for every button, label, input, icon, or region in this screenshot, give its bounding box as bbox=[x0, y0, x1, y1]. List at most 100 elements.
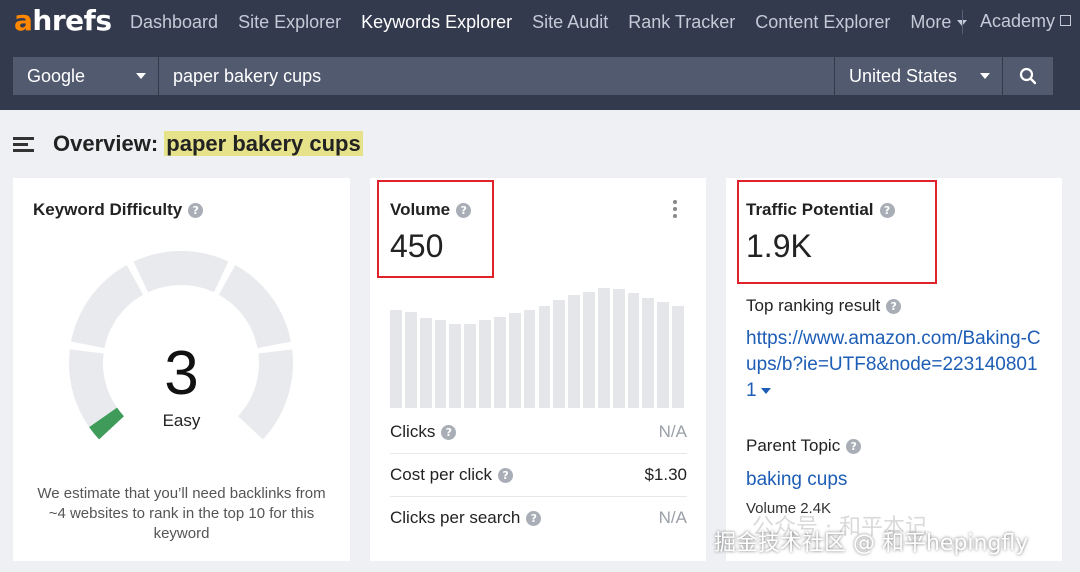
search-bar: Google United States bbox=[0, 44, 1080, 110]
volume-trend-bar bbox=[597, 288, 610, 408]
gauge-segment bbox=[133, 251, 229, 293]
cpc-value: $1.30 bbox=[644, 465, 687, 484]
annotation-box bbox=[737, 180, 937, 284]
gauge-segment bbox=[71, 265, 144, 349]
top-ranking-text: Top ranking result bbox=[746, 296, 881, 315]
gauge-fill bbox=[89, 407, 124, 440]
nav-item-academy[interactable]: Academy bbox=[980, 11, 1072, 32]
volume-trend-bar bbox=[419, 318, 432, 408]
clicks-value: N/A bbox=[658, 422, 687, 441]
traffic-potential-card: Traffic Potential? 1.9K Top ranking resu… bbox=[726, 178, 1062, 561]
help-icon[interactable]: ? bbox=[188, 203, 204, 218]
nav-divider bbox=[962, 10, 963, 34]
chevron-down-icon[interactable] bbox=[760, 387, 771, 394]
keyword-difficulty-value: 3 bbox=[164, 339, 199, 408]
backlinks-estimate-note: We estimate that you’ll need backlinks f… bbox=[37, 485, 326, 542]
more-options-icon[interactable] bbox=[673, 200, 677, 221]
volume-trend-bar bbox=[390, 309, 402, 408]
metric-label: Clicks? bbox=[390, 422, 457, 442]
page-title: Overview: paper bakery cups bbox=[53, 131, 363, 157]
help-icon[interactable]: ? bbox=[498, 468, 514, 483]
keyword-search-input[interactable] bbox=[159, 57, 834, 95]
ahrefs-logo[interactable]: ahrefs bbox=[14, 4, 112, 37]
nav-item-dashboard[interactable]: Dashboard bbox=[130, 11, 219, 32]
nav-items: Dashboard Site Explorer Keywords Explore… bbox=[130, 0, 987, 44]
volume-trend-bar bbox=[523, 309, 536, 408]
cpc-label: Cost per click bbox=[390, 465, 493, 484]
top-ranking-url: https://www.amazon.com/Baking-Cups/b?ie=… bbox=[746, 328, 1041, 401]
metric-clicks: Clicks? N/A bbox=[390, 410, 687, 453]
metric-clicks-per-search: Clicks per search? N/A bbox=[390, 496, 687, 539]
search-engine-select[interactable]: Google bbox=[13, 57, 158, 95]
metric-label: Cost per click? bbox=[390, 465, 514, 485]
volume-trend-bar bbox=[553, 300, 566, 408]
keyword-difficulty-title: Keyword Difficulty? bbox=[33, 200, 204, 220]
volume-trend-bar bbox=[538, 306, 551, 408]
clicks-label: Clicks bbox=[390, 422, 436, 441]
volume-trend-bar bbox=[404, 312, 417, 408]
volume-trend-bar bbox=[434, 320, 447, 408]
search-icon bbox=[1019, 67, 1037, 85]
nav-item-more[interactable]: More bbox=[910, 12, 968, 33]
chevron-down-icon bbox=[980, 73, 990, 79]
metric-label: Clicks per search? bbox=[390, 508, 542, 528]
volume-title: Volume? bbox=[390, 200, 472, 220]
annotation-box bbox=[377, 180, 494, 278]
volume-trend-chart bbox=[390, 288, 687, 408]
help-icon[interactable]: ? bbox=[441, 425, 457, 440]
search-button[interactable] bbox=[1003, 57, 1053, 95]
external-link-icon bbox=[1060, 15, 1072, 26]
volume-trend-bar bbox=[627, 292, 640, 408]
parent-topic-link[interactable]: baking cups bbox=[746, 469, 848, 490]
keyword-difficulty-label: Keyword Difficulty bbox=[33, 200, 183, 219]
difficulty-gauge bbox=[69, 251, 293, 440]
metric-cost-per-click: Cost per click? $1.30 bbox=[390, 453, 687, 496]
chevron-down-icon bbox=[136, 73, 146, 79]
country-select[interactable]: United States bbox=[835, 57, 1002, 95]
search-engine-value: Google bbox=[27, 66, 86, 86]
help-icon[interactable]: ? bbox=[456, 203, 472, 218]
volume-trend-bar bbox=[583, 291, 595, 408]
traffic-potential-value: 1.9K bbox=[746, 228, 812, 264]
top-ranking-url-link[interactable]: https://www.amazon.com/Baking-Cups/b?ie=… bbox=[746, 326, 1046, 404]
divider bbox=[390, 496, 687, 497]
academy-label: Academy bbox=[980, 11, 1056, 31]
keyword-difficulty-card: Keyword Difficulty? 3 Easy We estimate t… bbox=[13, 178, 350, 561]
volume-trend-bar bbox=[479, 320, 491, 408]
volume-card: Volume? 450 Clicks? N/A Cost per click? … bbox=[370, 178, 706, 561]
parent-topic-text: Parent Topic bbox=[746, 436, 841, 455]
volume-trend-bar bbox=[568, 295, 581, 408]
volume-label: Volume bbox=[390, 200, 451, 219]
nav-item-site-explorer[interactable]: Site Explorer bbox=[238, 11, 342, 32]
clicks-per-search-value: N/A bbox=[658, 508, 687, 527]
gauge-segment bbox=[218, 265, 291, 349]
help-icon[interactable]: ? bbox=[886, 299, 902, 314]
parent-topic-volume: Volume 2.4K bbox=[746, 500, 832, 517]
menu-icon[interactable] bbox=[13, 137, 34, 153]
help-icon[interactable]: ? bbox=[526, 511, 542, 526]
volume-trend-bar bbox=[493, 316, 506, 408]
nav-item-rank-tracker[interactable]: Rank Tracker bbox=[628, 11, 736, 32]
volume-trend-bar bbox=[449, 324, 462, 408]
traffic-potential-label: Traffic Potential bbox=[746, 200, 874, 219]
wechat-watermark: 公众号 · 和平本记 bbox=[752, 515, 927, 540]
top-navigation: ahrefs Dashboard Site Explorer Keywords … bbox=[0, 0, 1080, 44]
help-icon[interactable]: ? bbox=[879, 203, 895, 218]
volume-trend-bar bbox=[464, 324, 477, 408]
volume-trend-bar bbox=[657, 302, 670, 408]
volume-value: 450 bbox=[390, 228, 444, 264]
top-ranking-label: Top ranking result? bbox=[746, 296, 902, 316]
nav-item-content-explorer[interactable]: Content Explorer bbox=[755, 11, 891, 32]
page-title-keyword: paper bakery cups bbox=[164, 131, 363, 156]
divider bbox=[390, 453, 687, 454]
volume-trend-bar bbox=[642, 297, 655, 408]
watermark-text: 掘金技术社区 @ 和平hepingfly bbox=[714, 531, 1029, 556]
traffic-potential-title: Traffic Potential? bbox=[746, 200, 895, 220]
country-value: United States bbox=[849, 66, 958, 86]
volume-trend-bar bbox=[612, 289, 625, 408]
help-icon[interactable]: ? bbox=[846, 439, 862, 454]
nav-item-site-audit[interactable]: Site Audit bbox=[532, 11, 609, 32]
gauge-segment bbox=[238, 349, 293, 440]
nav-item-keywords-explorer[interactable]: Keywords Explorer bbox=[361, 11, 513, 32]
clicks-per-search-label: Clicks per search bbox=[390, 508, 521, 527]
